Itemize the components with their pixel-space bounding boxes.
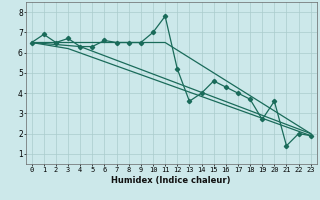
X-axis label: Humidex (Indice chaleur): Humidex (Indice chaleur) — [111, 176, 231, 185]
